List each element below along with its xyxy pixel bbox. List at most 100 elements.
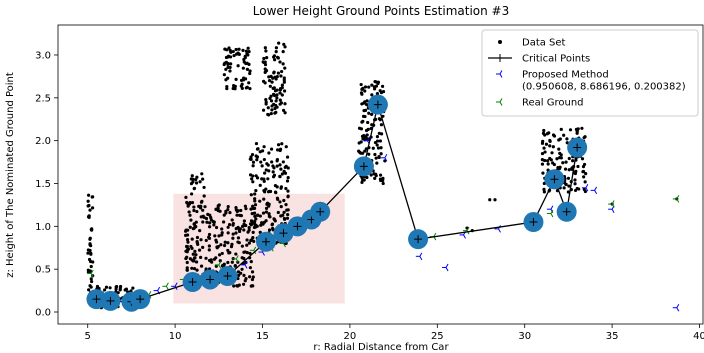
data-set-point xyxy=(258,150,262,154)
data-set-point xyxy=(192,208,196,213)
critical-point-plus xyxy=(373,100,382,109)
data-set-point xyxy=(378,139,382,143)
data-set-point xyxy=(215,240,219,244)
data-set-point xyxy=(548,156,552,161)
data-set-point xyxy=(242,228,246,232)
data-set-point xyxy=(286,189,290,193)
data-set-point xyxy=(249,238,253,243)
data-set-point xyxy=(374,80,378,84)
data-set-point xyxy=(281,62,285,66)
data-set-point xyxy=(377,154,381,159)
data-set-point xyxy=(186,240,190,244)
data-set-point xyxy=(582,187,586,191)
data-set-point xyxy=(86,199,90,203)
data-set-point xyxy=(199,264,204,268)
data-set-point xyxy=(270,108,274,112)
data-set-point xyxy=(285,155,290,159)
data-set-point xyxy=(214,264,218,268)
data-set-point xyxy=(239,208,243,213)
data-set-point xyxy=(224,78,228,82)
data-set-point xyxy=(362,134,366,138)
data-set-point xyxy=(236,64,240,68)
data-set-point xyxy=(559,153,563,157)
data-set-point xyxy=(542,128,546,133)
data-set-point xyxy=(217,253,222,257)
data-set-point xyxy=(281,160,285,164)
data-set-point xyxy=(262,145,266,149)
proposed-method-point xyxy=(672,303,680,312)
data-set-point xyxy=(282,76,286,80)
legend: Data Set Critical Points Proposed Method(0… xyxy=(481,29,699,117)
data-set-point xyxy=(381,89,386,94)
real-ground-point xyxy=(232,255,239,263)
data-set-point xyxy=(552,162,556,167)
data-set-point xyxy=(567,168,571,172)
data-set-point xyxy=(242,60,246,64)
data-set-point xyxy=(557,167,561,171)
data-set-point xyxy=(373,176,377,180)
data-set-point xyxy=(232,284,236,288)
data-set-point xyxy=(582,162,587,167)
data-set-point xyxy=(263,171,267,175)
data-set-point xyxy=(208,221,212,225)
data-set-point xyxy=(370,112,374,116)
data-set-point xyxy=(266,106,270,110)
data-set-point xyxy=(276,197,280,201)
data-set-point xyxy=(272,86,276,90)
data-set-point xyxy=(256,213,260,217)
data-set-point xyxy=(210,260,214,264)
data-set-point xyxy=(236,240,240,244)
data-set-point xyxy=(264,98,268,102)
data-set-point xyxy=(204,216,209,221)
data-set-point xyxy=(90,228,94,232)
data-set-point xyxy=(251,275,255,279)
data-set-point xyxy=(220,227,224,231)
data-set-point xyxy=(223,47,227,51)
data-set-point xyxy=(282,210,286,214)
data-set-point xyxy=(199,215,203,219)
data-set-point xyxy=(261,222,265,226)
data-set-point xyxy=(274,99,278,103)
data-set-point xyxy=(548,138,552,143)
data-set-point xyxy=(544,142,549,146)
data-set-point xyxy=(185,244,189,249)
data-set-point xyxy=(264,219,268,223)
critical-point-plus xyxy=(92,295,101,304)
data-set-point xyxy=(267,113,271,117)
legend-label: Critical Points xyxy=(522,54,590,65)
data-set-point xyxy=(262,56,266,61)
data-set-point xyxy=(376,146,381,150)
data-set-point xyxy=(582,175,586,179)
data-set-point xyxy=(261,79,266,83)
proposed-method-point xyxy=(380,154,388,162)
data-set-point xyxy=(278,200,282,204)
data-set-point xyxy=(375,139,380,143)
data-set-point xyxy=(237,273,241,278)
data-set-point xyxy=(237,52,241,56)
data-set-point xyxy=(199,206,203,210)
data-set-point xyxy=(561,161,565,165)
critical-point-plus xyxy=(359,162,368,171)
data-set-point xyxy=(90,195,94,199)
data-set-point xyxy=(226,65,230,70)
data-set-point xyxy=(118,284,123,289)
data-set-point xyxy=(380,84,385,88)
data-set-point xyxy=(190,237,194,241)
data-set-point xyxy=(267,78,272,83)
data-set-point xyxy=(249,219,254,223)
data-set-point xyxy=(260,164,264,168)
data-set-point xyxy=(263,46,267,50)
data-set-point xyxy=(255,147,260,151)
data-set-point xyxy=(281,213,285,217)
data-set-point xyxy=(192,259,196,263)
data-set-point xyxy=(567,184,571,188)
data-set-point xyxy=(378,177,383,181)
data-set-point xyxy=(245,67,249,71)
data-set-point xyxy=(250,177,254,181)
critical-point-plus xyxy=(106,296,115,305)
data-set-point xyxy=(248,69,252,73)
data-set-point xyxy=(226,62,230,66)
data-set-point xyxy=(551,133,556,137)
data-set-point xyxy=(208,213,212,217)
data-set-point xyxy=(275,96,279,100)
